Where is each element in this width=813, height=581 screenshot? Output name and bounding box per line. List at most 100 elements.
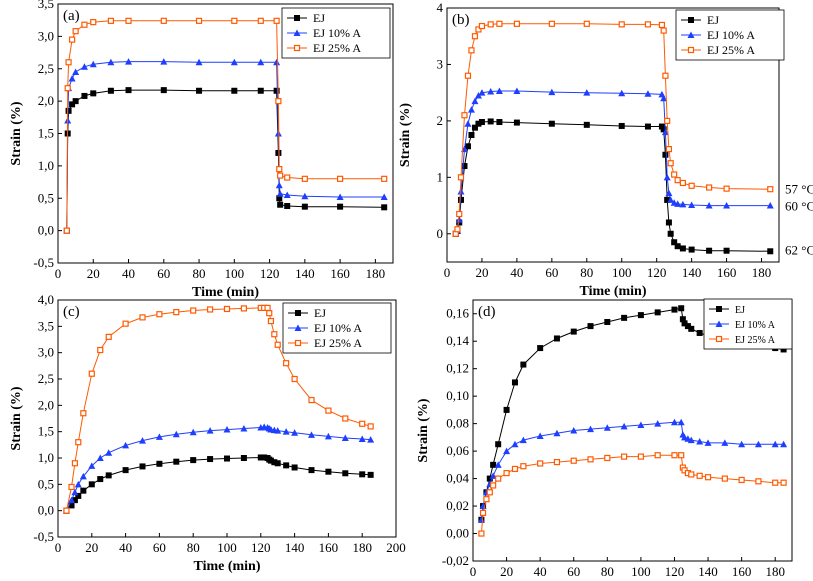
data-point <box>478 22 486 30</box>
data-point <box>654 420 662 427</box>
x-tick-label: 80 <box>580 265 593 280</box>
data-point <box>261 454 268 461</box>
x-tick-label: 120 <box>251 540 271 555</box>
y-tick-label: 2,5 <box>38 371 54 386</box>
data-point <box>503 447 511 455</box>
data-point <box>663 173 671 181</box>
x-tick-label: 60 <box>545 265 558 280</box>
x-tick-label: 160 <box>330 266 350 281</box>
data-point <box>678 305 685 312</box>
data-point <box>478 89 486 96</box>
x-tick-label: 100 <box>217 540 237 555</box>
data-point <box>679 179 686 187</box>
x-tick-label: 0 <box>444 265 451 280</box>
data-point <box>457 196 464 203</box>
data-point <box>381 175 388 182</box>
data-point <box>63 227 70 234</box>
data-point <box>487 118 494 125</box>
data-point <box>308 396 315 404</box>
chart-panel-a: 0 20 40 60 80 100 120 140 160 180 -0,5 0,0 0,5 1,0 1,5… <box>9 0 394 300</box>
legend-label: EJ <box>314 306 326 320</box>
data-point <box>273 87 280 94</box>
data-point <box>667 196 675 203</box>
data-point <box>107 58 115 66</box>
data-point <box>603 424 611 431</box>
legend-label: EJ <box>735 305 745 316</box>
data-point <box>276 190 284 197</box>
x-tick-label: 140 <box>295 266 315 281</box>
x-tick-label: 180 <box>366 266 386 281</box>
x-tick-label: 180 <box>752 265 772 280</box>
panel-label: (b) <box>452 12 470 28</box>
data-point <box>71 497 78 504</box>
data-point <box>553 429 561 437</box>
data-point <box>337 203 344 210</box>
series-ej-25pct-a <box>63 304 374 514</box>
data-point <box>283 191 291 199</box>
legend-marker <box>294 324 302 331</box>
y-tick-label: 0,16 <box>446 306 469 321</box>
legend-marker <box>293 44 301 52</box>
data-point <box>156 460 163 467</box>
x-tick-label: 40 <box>119 540 132 555</box>
x-tick-label: 80 <box>193 266 206 281</box>
data-point <box>284 203 291 210</box>
y-tick-label: 2 <box>437 113 444 128</box>
x-tick-label: 60 <box>157 266 170 281</box>
data-point <box>688 471 695 478</box>
x-tick-label: 160 <box>732 564 752 579</box>
data-point <box>160 87 167 94</box>
data-point <box>105 333 112 340</box>
data-point <box>240 305 247 312</box>
data-point <box>464 120 472 127</box>
data-point <box>660 94 668 102</box>
data-point <box>173 458 180 465</box>
data-point <box>583 121 590 128</box>
data-point <box>519 436 527 444</box>
data-point <box>455 216 463 223</box>
data-point <box>570 328 577 335</box>
x-tick-label: 20 <box>500 564 513 579</box>
chart-panel-d: 0 20 40 60 80 100 120 140 160 180 -0,02 0,00 0,02 0,0… <box>416 298 793 579</box>
data-point <box>471 124 478 131</box>
data-point <box>678 452 685 459</box>
data-point <box>772 479 779 486</box>
y-tick-label: 3 <box>437 56 444 71</box>
data-point <box>677 418 685 426</box>
data-point <box>456 210 463 218</box>
data-point <box>359 471 366 478</box>
legend-label: EJ 10% A <box>313 26 361 40</box>
data-point <box>139 437 146 444</box>
data-point <box>671 452 678 459</box>
data-point <box>474 91 482 99</box>
data-point <box>537 460 544 467</box>
x-tick-label: 40 <box>510 265 523 280</box>
y-tick-label: 0,5 <box>38 476 54 491</box>
data-point <box>276 195 283 202</box>
series-line-ej-10pct-a <box>455 90 771 235</box>
data-point <box>277 172 284 179</box>
data-point <box>511 379 518 386</box>
data-point <box>68 502 75 509</box>
data-point <box>206 427 214 434</box>
data-point <box>621 314 628 321</box>
data-point <box>207 456 214 463</box>
data-point <box>274 427 282 434</box>
data-point <box>780 346 787 353</box>
data-point <box>479 509 487 517</box>
data-point <box>207 306 214 313</box>
data-point <box>483 496 490 503</box>
x-tick-label: 160 <box>319 540 339 555</box>
data-point <box>654 309 661 316</box>
data-point <box>65 107 72 114</box>
data-point <box>240 425 248 432</box>
data-point <box>537 345 544 352</box>
data-point <box>637 312 644 319</box>
series-line-ej <box>66 457 371 512</box>
data-point <box>291 429 299 436</box>
data-point <box>664 196 671 203</box>
data-point <box>513 87 521 94</box>
y-tick-label: 1,5 <box>38 424 54 439</box>
data-point <box>301 203 308 210</box>
legend-marker <box>294 15 300 21</box>
